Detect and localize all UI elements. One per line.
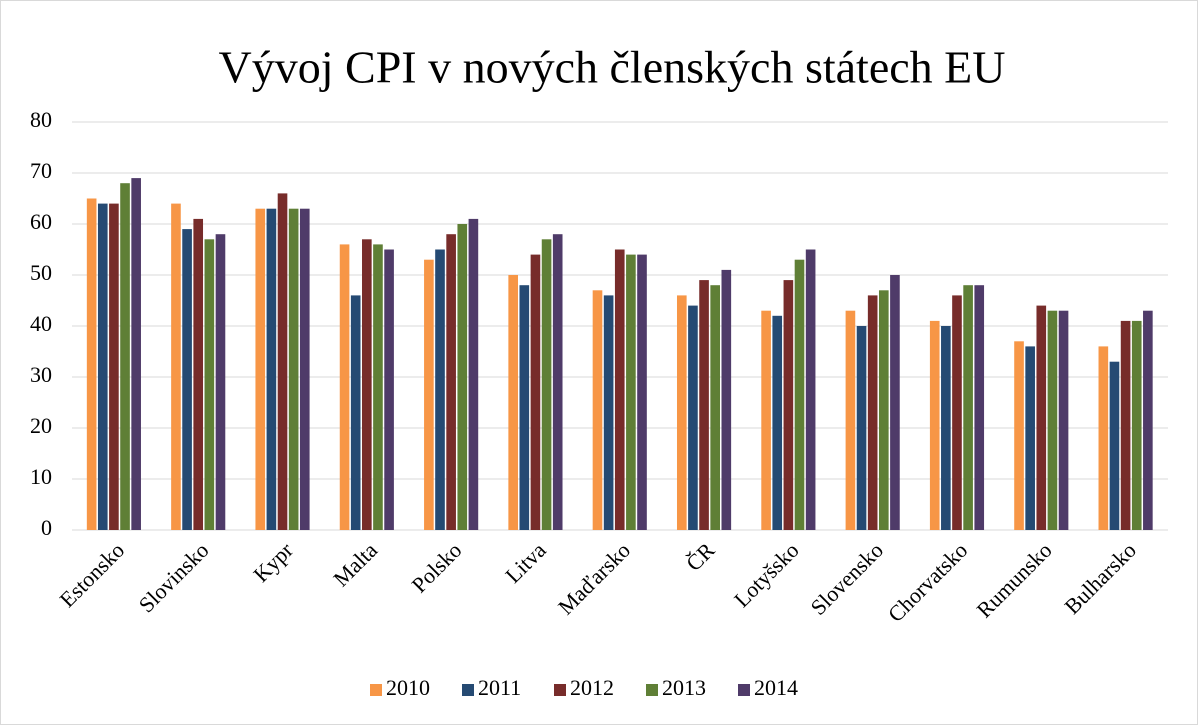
bar xyxy=(362,239,372,531)
bar xyxy=(614,249,625,530)
bar xyxy=(963,285,973,530)
legend-swatch xyxy=(462,684,474,696)
bar xyxy=(424,259,434,530)
bar xyxy=(435,249,445,530)
bar xyxy=(266,208,277,530)
bar xyxy=(1120,320,1131,530)
bar xyxy=(794,259,805,530)
bar xyxy=(974,285,985,530)
bar xyxy=(350,295,361,530)
bar xyxy=(530,254,541,530)
bar xyxy=(772,315,783,530)
bar xyxy=(86,198,97,530)
y-tick-label: 30 xyxy=(30,362,52,387)
bar xyxy=(783,280,794,530)
bar xyxy=(508,275,518,530)
bar xyxy=(941,326,951,530)
bar xyxy=(1014,341,1024,530)
bar xyxy=(457,224,468,530)
y-tick-label: 60 xyxy=(30,209,52,234)
bar xyxy=(277,193,288,530)
bar xyxy=(384,249,394,530)
bar xyxy=(637,254,647,530)
legend-swatch xyxy=(554,684,566,696)
bar xyxy=(288,208,299,530)
y-tick-label: 10 xyxy=(30,464,52,489)
bar xyxy=(676,295,687,530)
bar xyxy=(761,310,771,530)
bar xyxy=(1098,346,1109,530)
bar xyxy=(446,234,456,530)
bar xyxy=(856,326,867,530)
bar xyxy=(171,203,181,530)
bar xyxy=(541,239,552,531)
bar xyxy=(120,183,130,530)
bar xyxy=(373,244,383,530)
chart-title: Vývoj CPI v nových členských státech EU xyxy=(219,42,1006,93)
bar xyxy=(519,285,530,530)
legend-swatch xyxy=(646,684,658,696)
bar xyxy=(1143,310,1153,530)
bar xyxy=(299,208,310,530)
bar xyxy=(1131,320,1142,530)
y-tick-label: 50 xyxy=(30,260,52,285)
bar xyxy=(688,305,698,530)
bar xyxy=(1047,310,1058,530)
bar xyxy=(721,269,732,530)
bar xyxy=(1036,305,1047,530)
bar xyxy=(131,178,141,530)
bar xyxy=(339,244,350,530)
bar xyxy=(468,218,479,530)
legend-swatch xyxy=(738,684,750,696)
y-tick-label: 70 xyxy=(30,158,52,183)
bar xyxy=(204,239,215,531)
bar xyxy=(699,280,709,530)
legend-label: 2014 xyxy=(754,675,798,700)
bar xyxy=(845,310,856,530)
bar xyxy=(215,234,226,530)
bar xyxy=(626,254,636,530)
bar xyxy=(878,290,889,530)
bar xyxy=(193,218,204,530)
bar xyxy=(710,285,721,530)
bar xyxy=(603,295,614,530)
bar xyxy=(805,249,816,530)
bar xyxy=(890,275,900,530)
legend-label: 2013 xyxy=(662,675,706,700)
bar xyxy=(1109,361,1120,530)
bar xyxy=(867,295,878,530)
bar xyxy=(552,234,563,530)
bar xyxy=(592,290,603,530)
bar xyxy=(1058,310,1069,530)
bar xyxy=(952,295,962,530)
y-tick-label: 40 xyxy=(30,311,52,336)
bar xyxy=(1025,346,1035,530)
y-tick-label: 20 xyxy=(30,413,52,438)
legend-swatch xyxy=(370,684,382,696)
bar xyxy=(97,203,108,530)
y-tick-label: 80 xyxy=(30,107,52,132)
bar xyxy=(109,203,119,530)
legend-label: 2012 xyxy=(570,675,614,700)
bar xyxy=(182,229,192,530)
bar xyxy=(255,208,266,530)
y-tick-label: 0 xyxy=(41,515,52,540)
bar xyxy=(929,320,940,530)
legend-label: 2011 xyxy=(478,675,521,700)
legend-label: 2010 xyxy=(386,675,430,700)
